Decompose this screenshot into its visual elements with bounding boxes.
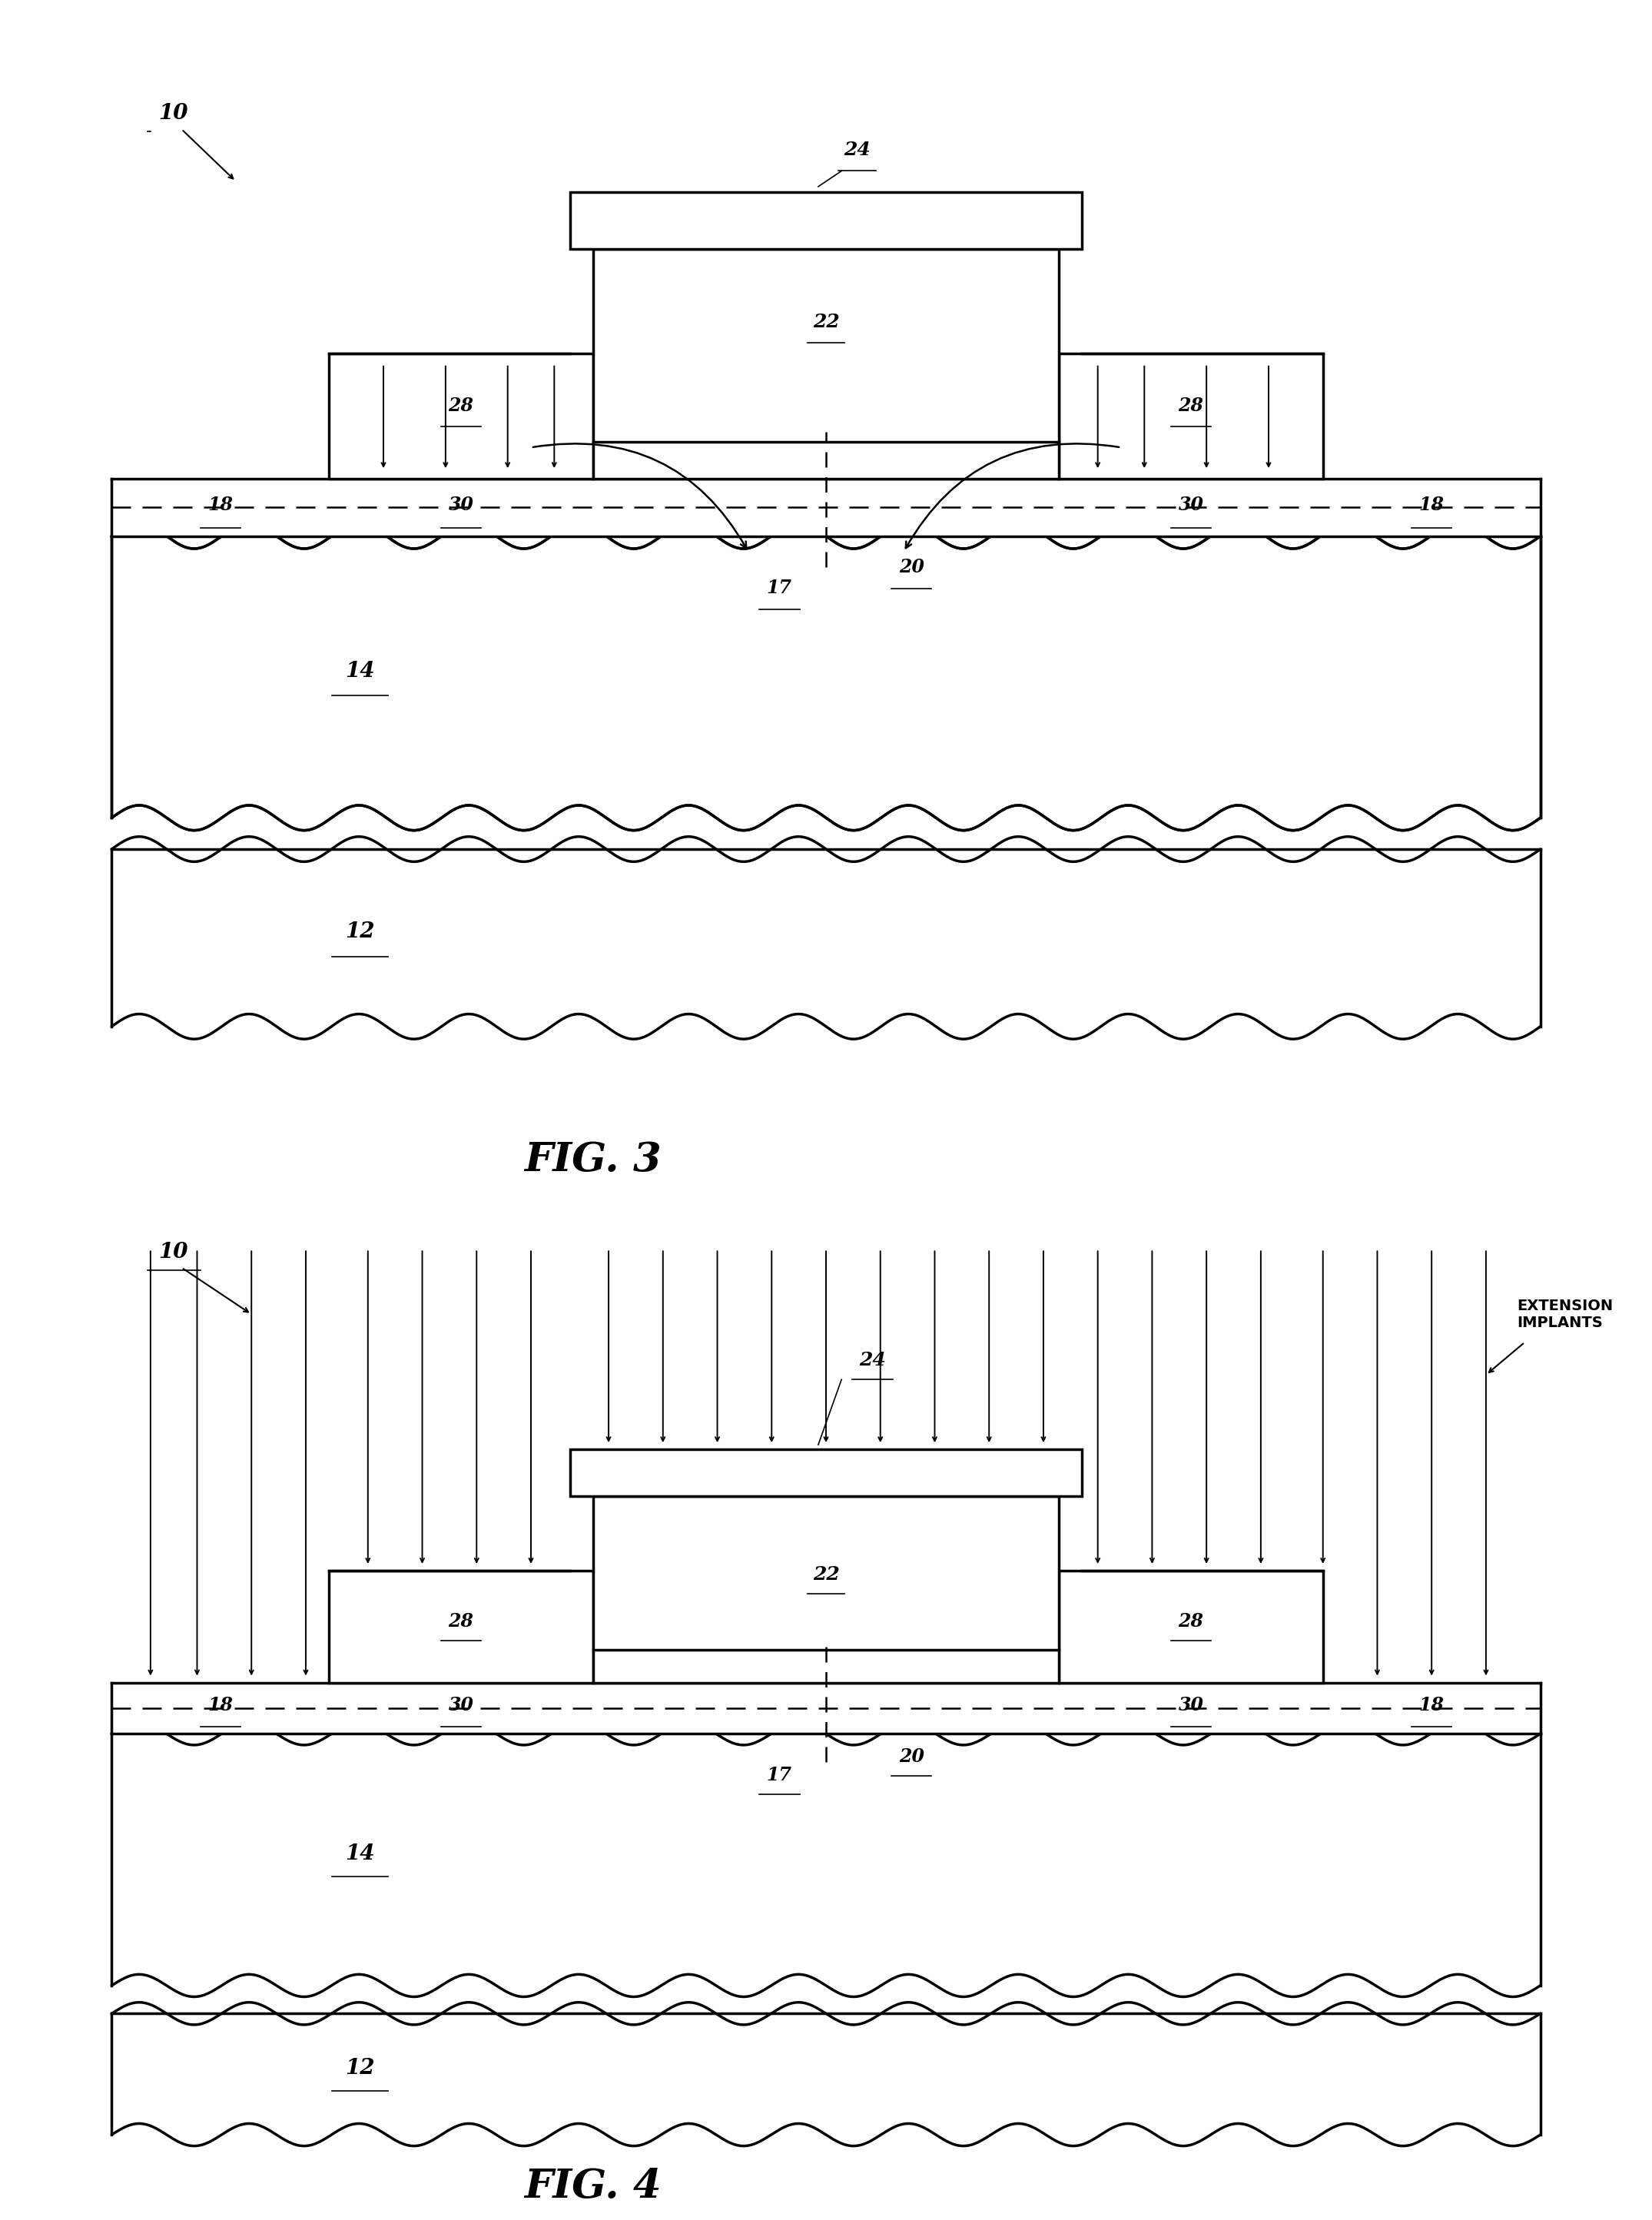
Text: EXTENSION
IMPLANTS: EXTENSION IMPLANTS bbox=[1517, 1299, 1612, 1330]
Polygon shape bbox=[112, 537, 1540, 817]
Text: 10: 10 bbox=[159, 1243, 188, 1263]
Bar bbox=[570, 191, 1082, 249]
Text: 17: 17 bbox=[767, 579, 791, 597]
Polygon shape bbox=[112, 848, 1540, 1026]
Text: 22: 22 bbox=[813, 1565, 839, 1583]
Text: 22: 22 bbox=[813, 313, 839, 331]
Polygon shape bbox=[112, 480, 1540, 537]
Text: 28: 28 bbox=[448, 397, 474, 415]
Text: 30: 30 bbox=[1178, 495, 1204, 513]
Text: 18: 18 bbox=[1419, 495, 1444, 513]
Text: FIG. 4: FIG. 4 bbox=[524, 2167, 662, 2207]
Text: 17: 17 bbox=[767, 1765, 791, 1785]
Text: 28: 28 bbox=[448, 1612, 474, 1629]
Text: 24: 24 bbox=[859, 1352, 885, 1370]
Bar bbox=[593, 249, 1059, 480]
Bar bbox=[1059, 353, 1323, 480]
Text: 28: 28 bbox=[1178, 397, 1204, 415]
Text: 20: 20 bbox=[899, 557, 923, 577]
Text: 14: 14 bbox=[345, 662, 375, 682]
Text: 30: 30 bbox=[448, 1696, 474, 1714]
Text: 30: 30 bbox=[448, 495, 474, 513]
Bar bbox=[329, 1572, 593, 1683]
Text: FIG. 3: FIG. 3 bbox=[524, 1141, 662, 1179]
Text: 12: 12 bbox=[345, 921, 375, 944]
Text: 12: 12 bbox=[345, 2058, 375, 2078]
Polygon shape bbox=[112, 1683, 1540, 1734]
Text: 18: 18 bbox=[208, 1696, 233, 1714]
Polygon shape bbox=[112, 1734, 1540, 1985]
Polygon shape bbox=[112, 2014, 1540, 2136]
Bar bbox=[329, 353, 593, 480]
Text: 28: 28 bbox=[1178, 1612, 1204, 1629]
Text: 14: 14 bbox=[345, 1843, 375, 1865]
Text: 24: 24 bbox=[844, 140, 871, 160]
Text: 20: 20 bbox=[899, 1747, 923, 1765]
Text: 18: 18 bbox=[1419, 1696, 1444, 1714]
Text: 30: 30 bbox=[1178, 1696, 1204, 1714]
Bar bbox=[593, 1496, 1059, 1683]
Bar bbox=[570, 1450, 1082, 1496]
Bar bbox=[1059, 1572, 1323, 1683]
Text: 18: 18 bbox=[208, 495, 233, 513]
Text: 10: 10 bbox=[159, 102, 188, 124]
